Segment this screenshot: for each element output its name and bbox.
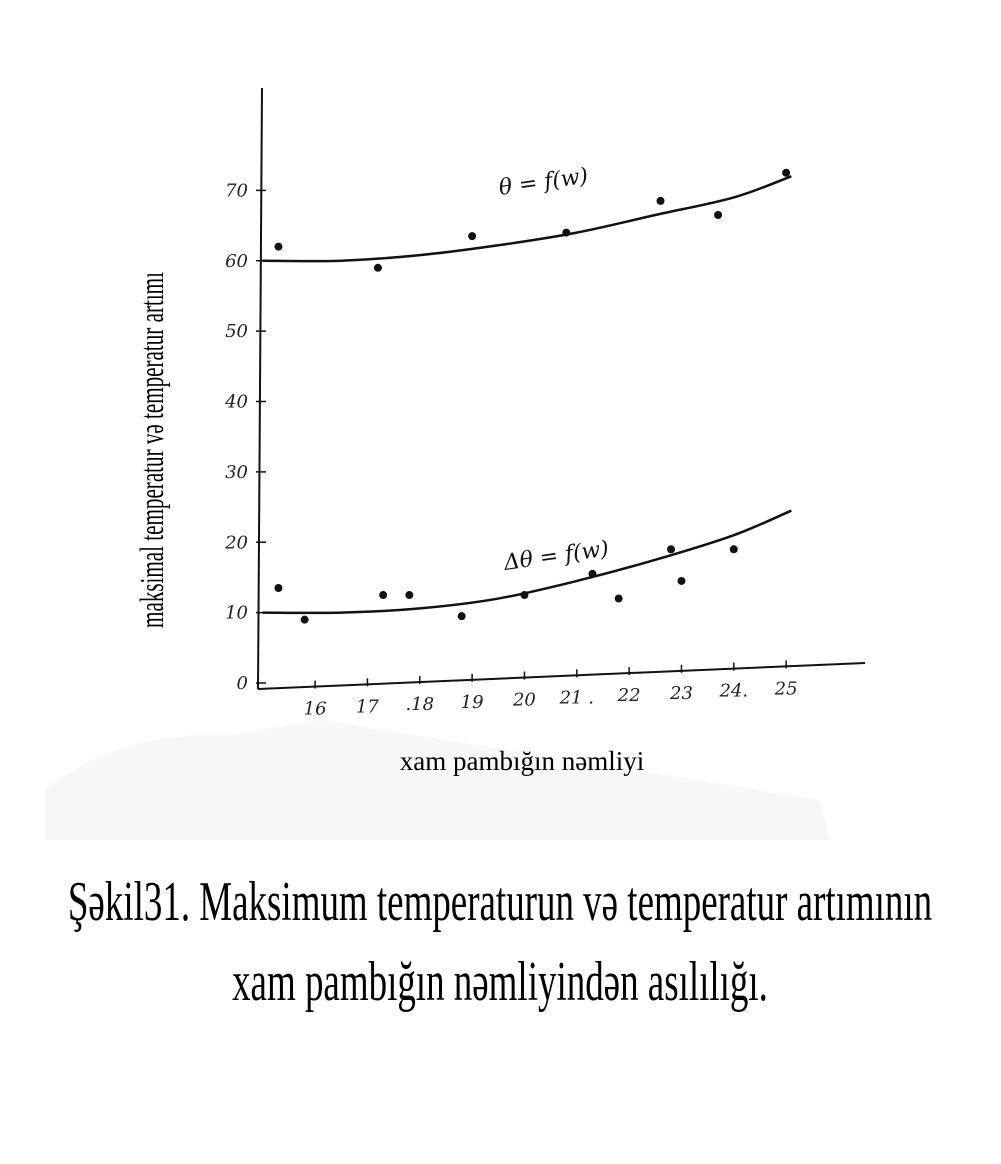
x-tick-label: 24. [718, 681, 748, 702]
x-tick-label: .18 [405, 694, 434, 715]
y-tick-label: 60 [225, 251, 248, 272]
x-tick-label: 25 [774, 678, 798, 699]
y-axis-line [257, 87, 263, 690]
y-tick-label: 40 [224, 392, 248, 413]
data-point [677, 576, 686, 585]
y-tick-label: 70 [225, 180, 248, 201]
series-curve-1 [262, 509, 792, 615]
x-tick-label: 21 . [559, 687, 594, 708]
data-point [782, 168, 791, 177]
data-point [614, 594, 623, 603]
x-tick-label: 19 [461, 692, 484, 713]
data-point [379, 591, 388, 600]
x-tick-label: 17 [356, 696, 379, 717]
data-point [562, 228, 571, 237]
data-point [373, 263, 382, 272]
y-axis-title: maksimal temperatur və temperatur artımı [134, 272, 171, 628]
y-tick-label: 30 [225, 462, 248, 483]
x-tick-label: 23 [669, 683, 693, 704]
data-point [714, 211, 723, 220]
data-point [729, 545, 738, 554]
curve-label-theta: θ = f(w) [497, 164, 589, 201]
figure-caption-line-2: xam pambığın nəmliyindən asılılığı. [232, 951, 768, 1013]
y-tick-label: 20 [224, 532, 248, 553]
data-point [457, 612, 466, 621]
x-tick-label: 16 [304, 699, 327, 720]
figure-caption-line-1: Şəkil31. Maksimum temperaturun və temper… [67, 871, 933, 933]
x-tick-label: 20 [512, 690, 536, 711]
series-curve-0 [262, 175, 792, 263]
data-point [300, 615, 309, 624]
data-point [666, 545, 675, 554]
y-tick-label: 0 [237, 673, 248, 694]
data-point [656, 196, 665, 205]
curve-label-delta-theta: Δθ = f(w) [501, 536, 610, 576]
data-point [468, 232, 477, 241]
y-tick-label: 10 [225, 603, 248, 624]
data-point [588, 569, 597, 578]
x-axis-title: xam pambığın nəmliyi [399, 746, 645, 776]
data-point [405, 591, 414, 600]
data-point [274, 242, 283, 251]
x-axis-line [257, 662, 866, 690]
data-point [520, 591, 529, 600]
scan-shadow [45, 720, 830, 840]
x-tick-label: 22 [617, 685, 641, 706]
y-tick-label: 50 [225, 321, 248, 342]
data-point [274, 583, 283, 592]
